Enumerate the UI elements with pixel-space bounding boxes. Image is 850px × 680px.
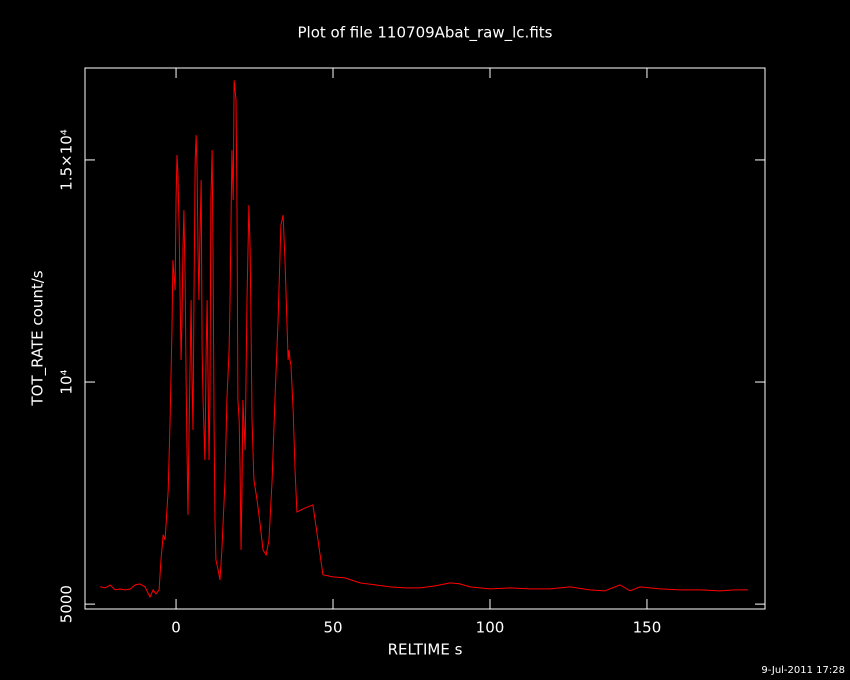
plot-frame	[84, 67, 766, 610]
y-tick-label: 5000	[58, 585, 76, 623]
y-tick-label: 10⁴	[58, 369, 76, 394]
y-tick-label: 1.5×10⁴	[58, 129, 76, 191]
data-line	[99, 80, 749, 599]
footer: 9-Jul-2011 17:28	[761, 665, 845, 676]
x-tick-label: 100	[476, 619, 505, 637]
x-tick-label: 150	[633, 619, 662, 637]
x-axis-label: RELTIME s	[388, 641, 463, 659]
y-axis-label: TOT_RATE count/s	[29, 270, 48, 406]
x-tick-label: 50	[323, 619, 342, 637]
chart-title: Plot of file 110709Abat_raw_lc.fits	[298, 24, 553, 43]
x-tick-label: 0	[171, 619, 181, 637]
